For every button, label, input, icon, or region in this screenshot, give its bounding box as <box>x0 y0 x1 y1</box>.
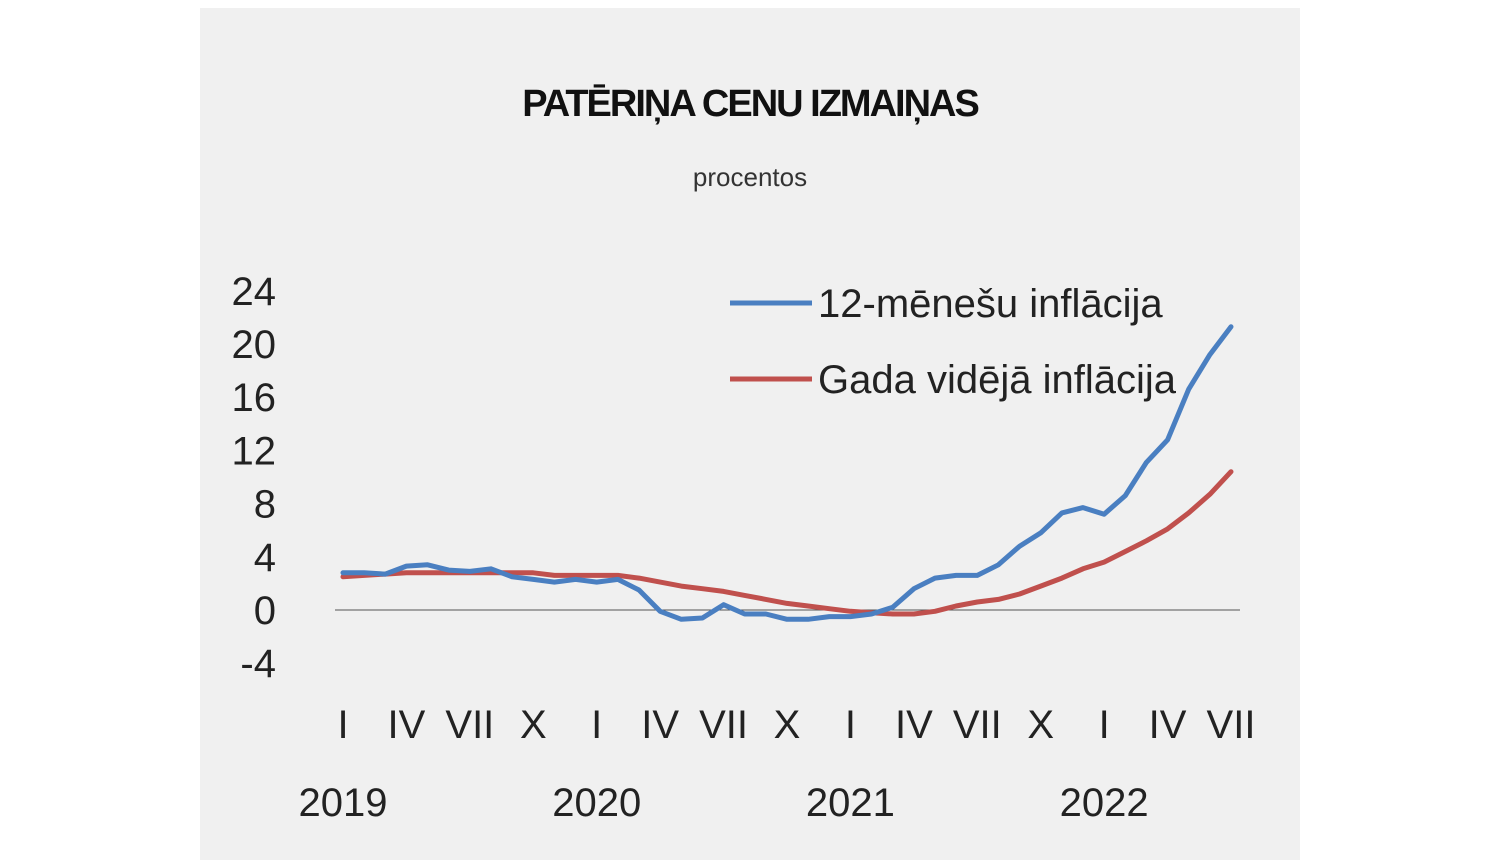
x-tick-month: VII <box>953 703 1002 747</box>
x-tick-month: X <box>1027 703 1054 747</box>
x-tick-month: X <box>520 703 547 747</box>
x-tick-month: IV <box>641 703 679 747</box>
x-tick-month: VII <box>1207 703 1256 747</box>
y-tick-label: 8 <box>254 483 276 527</box>
chart-panel: PATĒRIŅA CENU IZMAIŅAS procentos 24 20 16 1… <box>200 8 1300 860</box>
x-tick-month: IV <box>388 703 426 747</box>
y-tick-label: 24 <box>232 270 277 314</box>
x-tick-month: I <box>845 703 856 747</box>
x-tick-month: I <box>591 703 602 747</box>
x-axis-month-ticks: I IV VII X I IV VII X I IV VII X I IV VII <box>337 703 1255 747</box>
x-tick-month: I <box>1099 703 1110 747</box>
x-tick-month: IV <box>895 703 933 747</box>
y-tick-label: 0 <box>254 589 276 633</box>
x-tick-year: 2022 <box>1060 781 1149 825</box>
chart-subtitle: procentos <box>693 162 807 192</box>
y-tick-label: 20 <box>232 323 277 367</box>
y-tick-label: 4 <box>254 536 276 580</box>
y-axis-ticks: 24 20 16 12 8 4 0 -4 <box>232 270 277 686</box>
chart-title: PATĒRIŅA CENU IZMAIŅAS <box>522 83 978 125</box>
y-tick-label: 16 <box>232 376 277 420</box>
series-line-12m-inflation <box>340 324 1234 622</box>
x-tick-year: 2021 <box>806 781 895 825</box>
x-tick-month: X <box>774 703 801 747</box>
x-tick-year: 2020 <box>552 781 641 825</box>
x-tick-month: VII <box>445 703 494 747</box>
series-line-annual-average-inflation <box>340 469 1234 617</box>
x-tick-month: VII <box>699 703 748 747</box>
y-tick-label: -4 <box>240 642 276 686</box>
chart-canvas: PATĒRIŅA CENU IZMAIŅAS procentos 24 20 16 1… <box>232 83 1256 825</box>
legend-label-12m: 12-mēnešu inflācija <box>818 282 1163 326</box>
x-axis-year-ticks: 2019 2020 2021 2022 <box>299 781 1149 825</box>
x-tick-month: IV <box>1149 703 1187 747</box>
legend-label-annual: Gada vidējā inflācija <box>818 358 1177 402</box>
x-tick-month: I <box>337 703 348 747</box>
x-tick-year: 2019 <box>299 781 388 825</box>
legend: 12-mēnešu inflācija Gada vidējā inflācij… <box>730 282 1177 402</box>
y-tick-label: 12 <box>232 429 277 473</box>
series-lines <box>340 324 1234 622</box>
